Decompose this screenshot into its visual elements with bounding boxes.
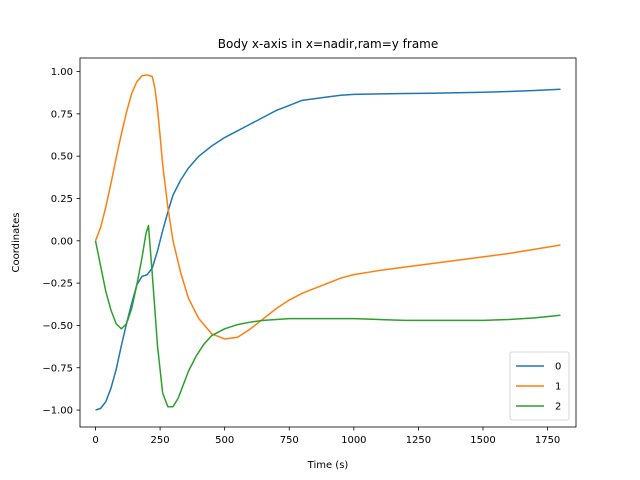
x-axis-label: Time (s) <box>307 460 349 471</box>
x-tick-label: 500 <box>215 435 234 446</box>
legend-label-1: 1 <box>555 382 561 393</box>
legend: 0 1 2 <box>509 351 570 421</box>
x-tick-label: 1750 <box>535 435 560 446</box>
y-tick-label: 0.00 <box>51 236 73 247</box>
legend-label-2: 2 <box>555 402 561 413</box>
x-tick-label: 1500 <box>470 435 495 446</box>
y-tick-label: −0.75 <box>42 363 73 374</box>
x-tick-label: 1000 <box>341 435 366 446</box>
plot-area <box>80 58 576 427</box>
x-tick-label: 250 <box>151 435 170 446</box>
y-tick-label: −1.00 <box>42 406 73 417</box>
legend-items: 0 1 2 <box>516 362 561 413</box>
legend-label-0: 0 <box>555 362 561 373</box>
chart-title: Body x-axis in x=nadir,ram=y frame <box>218 37 439 51</box>
y-axis-label: Coordinates <box>11 212 22 272</box>
x-tick-label: 750 <box>280 435 299 446</box>
x-tick-label: 1250 <box>406 435 431 446</box>
series-line-2 <box>94 224 561 408</box>
y-tick-label: −0.50 <box>42 321 73 332</box>
y-tick-label: 0.50 <box>51 152 73 163</box>
series-line-1 <box>94 74 561 340</box>
y-tick-label: 0.25 <box>51 194 73 205</box>
series-layer <box>94 74 561 411</box>
x-tick-label: 0 <box>92 435 98 446</box>
y-axis-ticks: −1.00 −0.75 −0.50 −0.25 0.00 0.25 0.50 0.75 1.00 <box>42 67 80 417</box>
y-tick-label: 1.00 <box>51 67 73 78</box>
axes-frame <box>79 57 577 428</box>
y-tick-label: −0.25 <box>42 279 73 290</box>
x-axis-ticks: 0 250 500 750 1000 1250 1500 1750 <box>92 427 560 446</box>
y-tick-label: 0.75 <box>51 109 73 120</box>
